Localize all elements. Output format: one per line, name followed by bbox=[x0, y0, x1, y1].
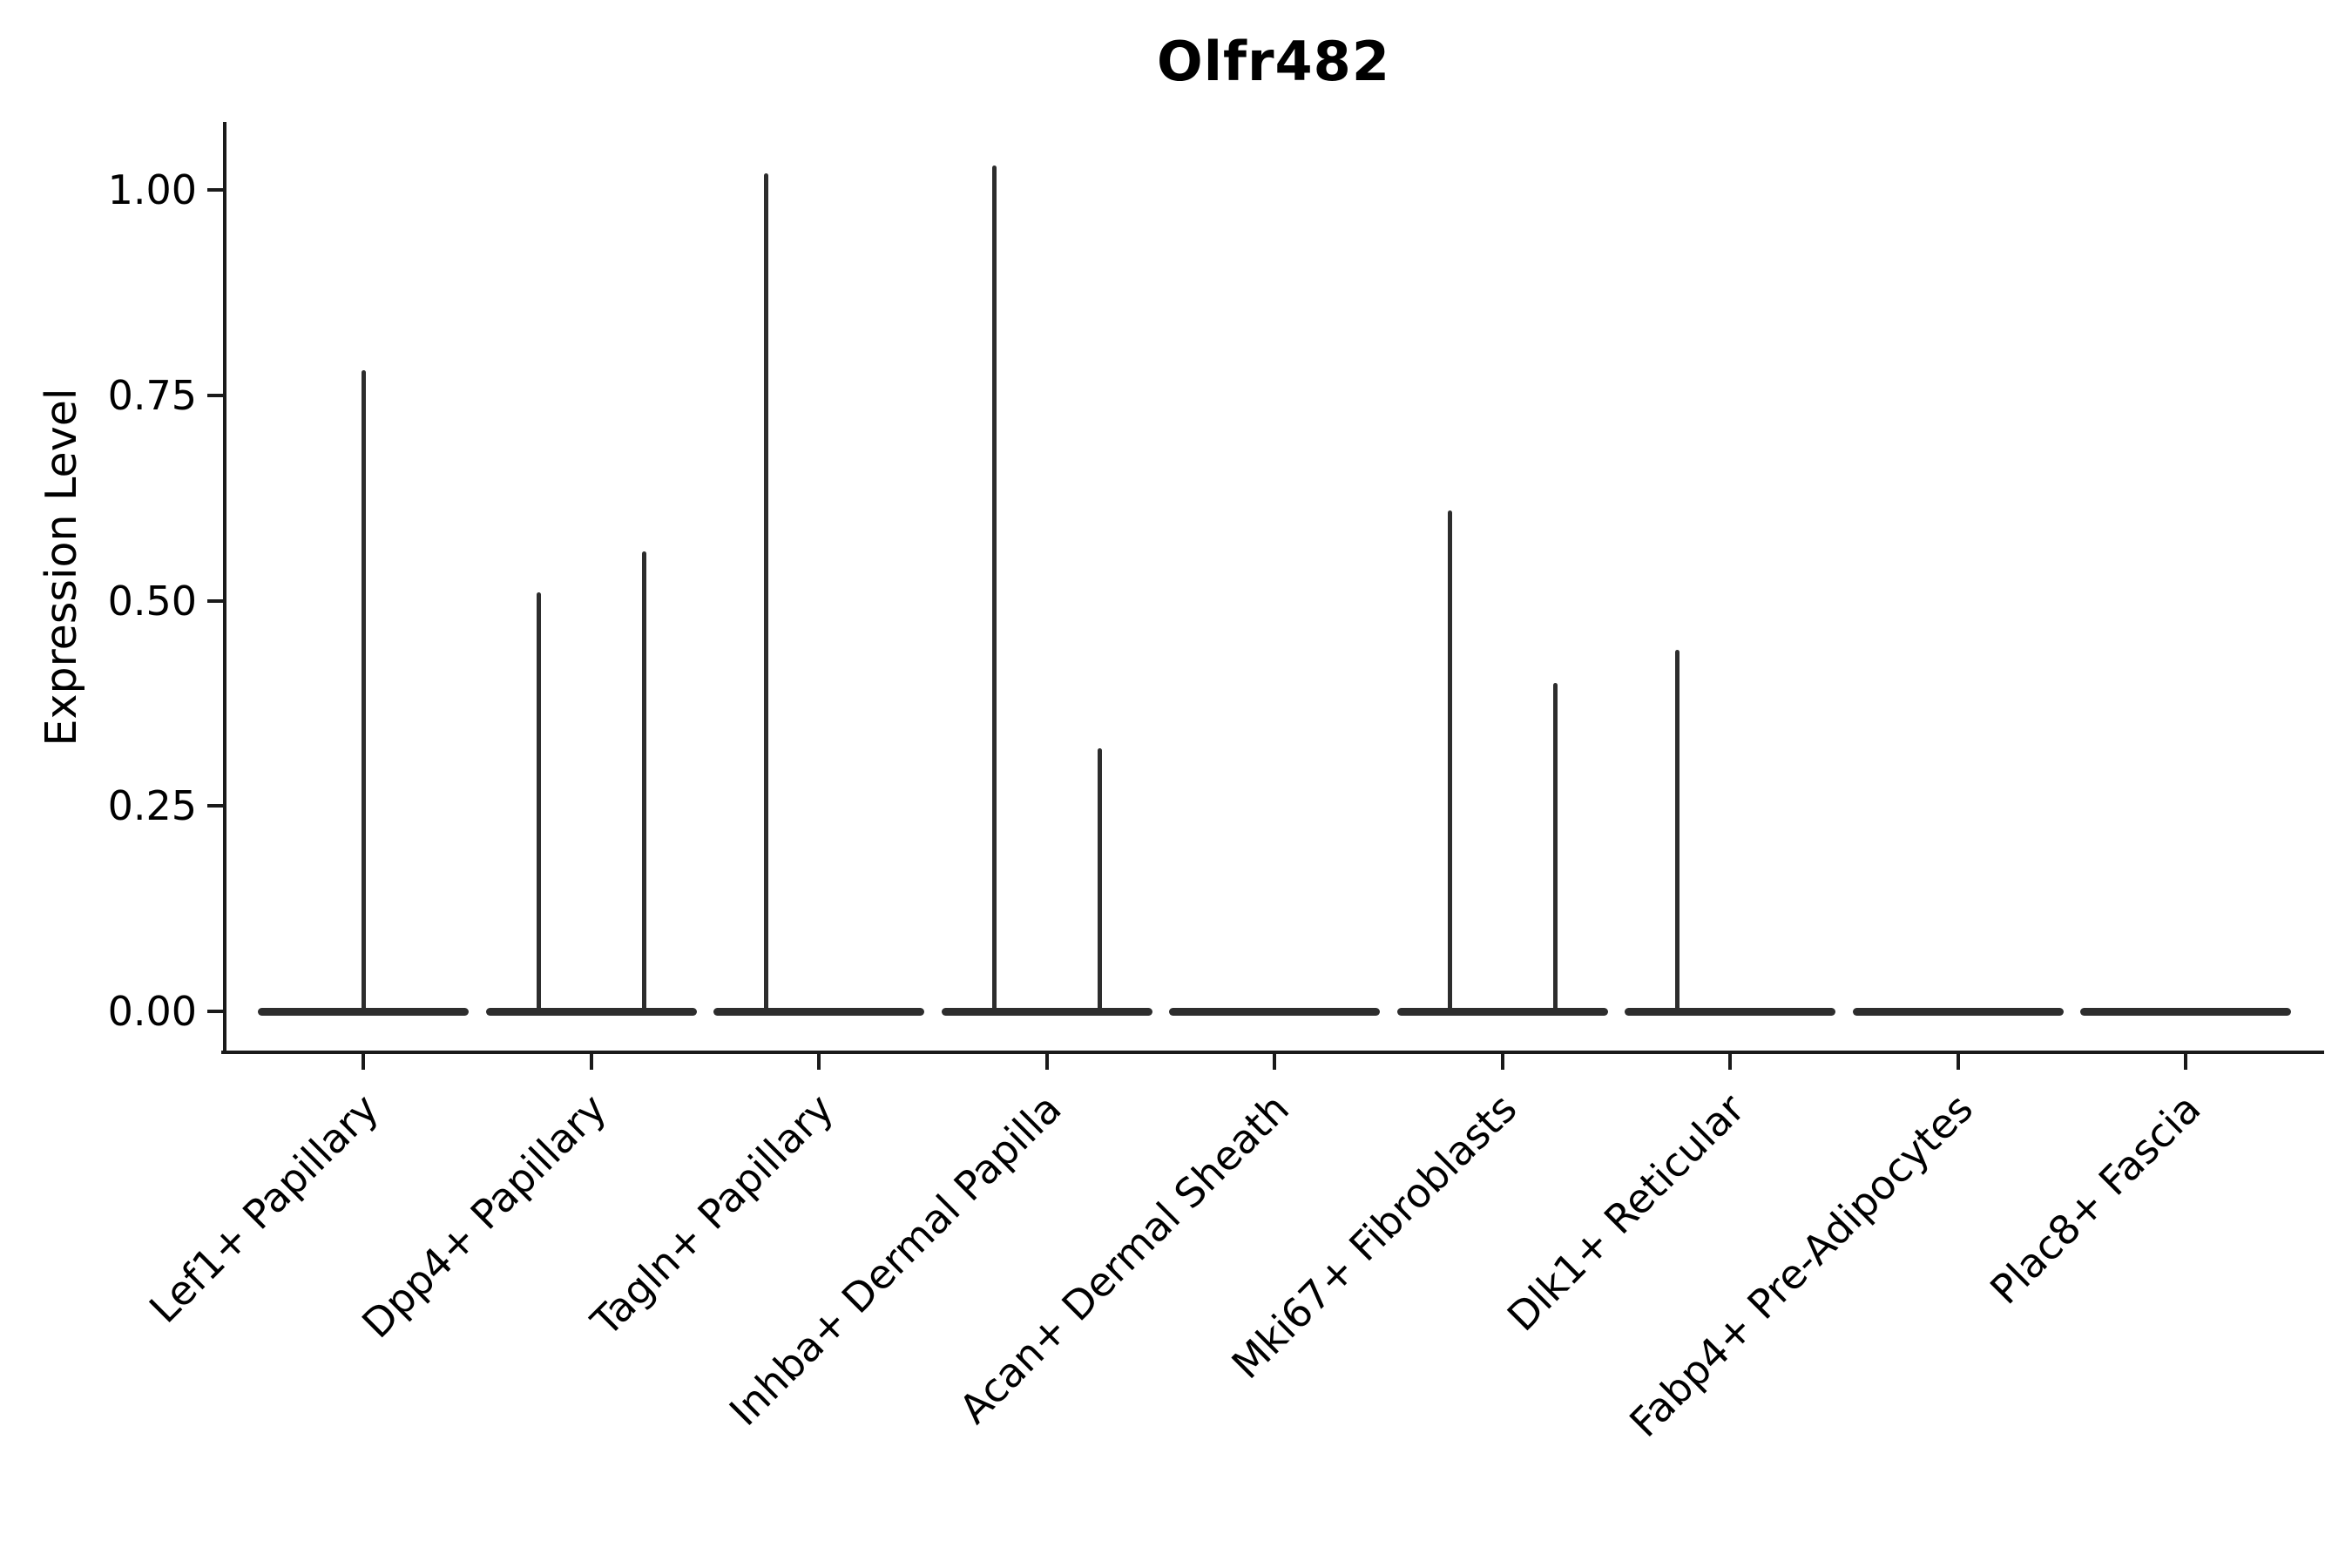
plot-title: Olfr482 bbox=[1157, 30, 1390, 93]
violin-spike bbox=[536, 592, 541, 1011]
x-tick-label: Lef1+ Papillary bbox=[139, 1085, 388, 1333]
violin-spike bbox=[1447, 510, 1452, 1011]
x-tick-mark bbox=[1044, 1054, 1049, 1070]
violin-spike bbox=[1552, 682, 1558, 1011]
violin-base bbox=[485, 1008, 697, 1016]
x-tick-mark bbox=[1273, 1054, 1276, 1070]
violin-base bbox=[1396, 1008, 1608, 1016]
x-tick-mark bbox=[1956, 1054, 1960, 1070]
y-tick-label: 0.50 bbox=[107, 577, 197, 625]
y-tick-label: 0.25 bbox=[107, 782, 197, 830]
violin-base bbox=[1625, 1008, 1835, 1016]
y-tick-mark bbox=[207, 1010, 223, 1013]
violin-base bbox=[2080, 1008, 2291, 1016]
violin-spike bbox=[1675, 650, 1680, 1011]
violin-spike bbox=[764, 173, 768, 1011]
y-tick-label: 0.00 bbox=[107, 988, 197, 1035]
y-axis-label: Expression Level bbox=[37, 388, 86, 747]
x-tick-mark bbox=[589, 1054, 593, 1070]
x-tick-mark bbox=[817, 1054, 821, 1070]
violin-spike bbox=[1097, 748, 1102, 1011]
y-axis-line bbox=[223, 122, 226, 1054]
y-tick-label: 0.75 bbox=[107, 371, 197, 419]
violin-spike bbox=[641, 551, 646, 1011]
x-tick-mark bbox=[1500, 1054, 1504, 1070]
violin-base bbox=[258, 1008, 469, 1016]
y-tick-mark bbox=[207, 393, 223, 397]
x-tick-label: Dlk1+ Reticular bbox=[1498, 1085, 1754, 1341]
violin-base bbox=[1169, 1008, 1380, 1016]
y-tick-mark bbox=[207, 598, 223, 603]
violin-spike bbox=[991, 165, 997, 1011]
violin-base bbox=[713, 1008, 924, 1016]
x-tick-mark bbox=[2184, 1054, 2187, 1070]
violin-base bbox=[941, 1008, 1152, 1016]
violin-base bbox=[1852, 1008, 2064, 1016]
x-axis-line bbox=[221, 1051, 2324, 1054]
x-tick-mark bbox=[362, 1054, 365, 1070]
x-tick-label: Tagln+ Papillary bbox=[582, 1085, 843, 1346]
y-tick-mark bbox=[207, 804, 223, 808]
x-tick-label: Plac8+ Fascia bbox=[1980, 1085, 2210, 1314]
y-tick-label: 1.00 bbox=[107, 166, 197, 213]
violin-spike bbox=[361, 370, 366, 1011]
x-tick-mark bbox=[1728, 1054, 1732, 1070]
y-tick-mark bbox=[207, 188, 223, 192]
x-tick-label: Dpp4+ Papillary bbox=[352, 1085, 615, 1348]
